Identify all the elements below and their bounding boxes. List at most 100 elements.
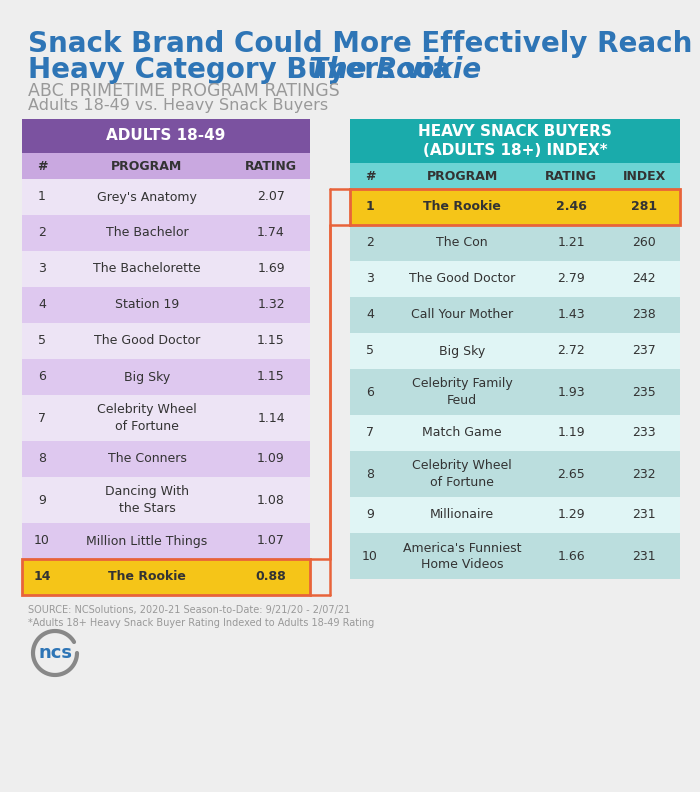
Text: 281: 281 bbox=[631, 200, 657, 214]
FancyBboxPatch shape bbox=[350, 297, 680, 333]
Text: #: # bbox=[365, 169, 375, 182]
Text: 1.15: 1.15 bbox=[257, 334, 285, 348]
Text: 6: 6 bbox=[366, 386, 374, 398]
FancyBboxPatch shape bbox=[22, 153, 310, 179]
Text: #: # bbox=[36, 159, 48, 173]
FancyBboxPatch shape bbox=[350, 163, 680, 189]
Text: 231: 231 bbox=[632, 550, 656, 562]
Text: 10: 10 bbox=[362, 550, 378, 562]
Text: ADULTS 18-49: ADULTS 18-49 bbox=[106, 128, 225, 143]
Text: The Bachelor: The Bachelor bbox=[106, 227, 188, 239]
Text: The Con: The Con bbox=[436, 237, 488, 249]
Text: PROGRAM: PROGRAM bbox=[111, 159, 183, 173]
FancyBboxPatch shape bbox=[350, 497, 680, 533]
Text: 1: 1 bbox=[38, 191, 46, 204]
Text: 2: 2 bbox=[38, 227, 46, 239]
Text: Dancing With
the Stars: Dancing With the Stars bbox=[105, 485, 189, 515]
Text: Snack Brand Could More Effectively Reach: Snack Brand Could More Effectively Reach bbox=[28, 30, 692, 58]
FancyBboxPatch shape bbox=[22, 215, 310, 251]
Text: 237: 237 bbox=[632, 345, 656, 357]
Text: The Good Doctor: The Good Doctor bbox=[94, 334, 200, 348]
FancyBboxPatch shape bbox=[350, 189, 680, 225]
Text: 0.88: 0.88 bbox=[256, 570, 286, 584]
Text: 8: 8 bbox=[38, 452, 46, 466]
Text: RATING: RATING bbox=[245, 159, 297, 173]
FancyBboxPatch shape bbox=[22, 287, 310, 323]
Text: 4: 4 bbox=[366, 309, 374, 322]
Text: 7: 7 bbox=[38, 412, 46, 425]
Text: The Bachelorette: The Bachelorette bbox=[93, 262, 201, 276]
FancyBboxPatch shape bbox=[350, 533, 680, 579]
Text: 1: 1 bbox=[365, 200, 375, 214]
Text: Big Sky: Big Sky bbox=[124, 371, 170, 383]
Text: Station 19: Station 19 bbox=[115, 299, 179, 311]
Text: The Rookie: The Rookie bbox=[108, 570, 186, 584]
FancyBboxPatch shape bbox=[350, 225, 680, 261]
Text: 233: 233 bbox=[632, 427, 656, 440]
Text: 7: 7 bbox=[366, 427, 374, 440]
FancyBboxPatch shape bbox=[22, 251, 310, 287]
FancyBboxPatch shape bbox=[22, 477, 310, 523]
Text: Match Game: Match Game bbox=[422, 427, 502, 440]
Text: 1.32: 1.32 bbox=[257, 299, 285, 311]
Text: 8: 8 bbox=[366, 467, 374, 481]
FancyBboxPatch shape bbox=[22, 359, 310, 395]
Text: ncs: ncs bbox=[38, 644, 72, 662]
Text: 1.15: 1.15 bbox=[257, 371, 285, 383]
Text: Big Sky: Big Sky bbox=[439, 345, 485, 357]
Text: 2: 2 bbox=[366, 237, 374, 249]
Text: Adults 18-49 vs. Heavy Snack Buyers: Adults 18-49 vs. Heavy Snack Buyers bbox=[28, 98, 328, 113]
FancyBboxPatch shape bbox=[22, 323, 310, 359]
FancyBboxPatch shape bbox=[22, 395, 310, 441]
Text: 1.29: 1.29 bbox=[557, 508, 584, 521]
Text: 260: 260 bbox=[632, 237, 656, 249]
FancyBboxPatch shape bbox=[350, 415, 680, 451]
Text: 1.19: 1.19 bbox=[557, 427, 584, 440]
FancyBboxPatch shape bbox=[22, 119, 310, 153]
Text: 1.43: 1.43 bbox=[557, 309, 584, 322]
Text: 2.46: 2.46 bbox=[556, 200, 587, 214]
Text: The Rookie: The Rookie bbox=[309, 56, 481, 84]
FancyBboxPatch shape bbox=[350, 333, 680, 369]
Text: 6: 6 bbox=[38, 371, 46, 383]
Text: 14: 14 bbox=[34, 570, 50, 584]
Text: 5: 5 bbox=[366, 345, 374, 357]
Text: Celebrity Family
Feud: Celebrity Family Feud bbox=[412, 378, 512, 406]
Text: *Adults 18+ Heavy Snack Buyer Rating Indexed to Adults 18-49 Rating: *Adults 18+ Heavy Snack Buyer Rating Ind… bbox=[28, 618, 375, 628]
FancyBboxPatch shape bbox=[350, 119, 680, 163]
Text: 2.07: 2.07 bbox=[257, 191, 285, 204]
FancyBboxPatch shape bbox=[22, 523, 310, 559]
Text: 232: 232 bbox=[632, 467, 656, 481]
Text: HEAVY SNACK BUYERS
(ADULTS 18+) INDEX*: HEAVY SNACK BUYERS (ADULTS 18+) INDEX* bbox=[418, 124, 612, 158]
Text: Heavy Category Buyers via The Rookie: Heavy Category Buyers via The Rookie bbox=[28, 56, 634, 84]
Text: 235: 235 bbox=[632, 386, 656, 398]
FancyBboxPatch shape bbox=[22, 559, 310, 595]
Text: Celebrity Wheel
of Fortune: Celebrity Wheel of Fortune bbox=[97, 403, 197, 432]
FancyBboxPatch shape bbox=[350, 451, 680, 497]
Text: 1.14: 1.14 bbox=[257, 412, 285, 425]
Text: RATING: RATING bbox=[545, 169, 597, 182]
Text: 2.79: 2.79 bbox=[557, 272, 585, 285]
Text: 1.74: 1.74 bbox=[257, 227, 285, 239]
Text: 2.72: 2.72 bbox=[557, 345, 585, 357]
Text: 1.66: 1.66 bbox=[557, 550, 584, 562]
Text: America's Funniest
Home Videos: America's Funniest Home Videos bbox=[402, 542, 522, 570]
Text: The Good Doctor: The Good Doctor bbox=[409, 272, 515, 285]
Text: 9: 9 bbox=[38, 493, 46, 507]
Text: Heavy Category Buyers via: Heavy Category Buyers via bbox=[28, 56, 461, 84]
Text: 238: 238 bbox=[632, 309, 656, 322]
Text: The Rookie: The Rookie bbox=[423, 200, 501, 214]
Text: 3: 3 bbox=[38, 262, 46, 276]
Text: 1.07: 1.07 bbox=[257, 535, 285, 547]
Text: 2.65: 2.65 bbox=[557, 467, 585, 481]
Text: Million Little Things: Million Little Things bbox=[86, 535, 208, 547]
Text: Grey's Anatomy: Grey's Anatomy bbox=[97, 191, 197, 204]
Text: 4: 4 bbox=[38, 299, 46, 311]
Text: Heavy Category Buyers via: Heavy Category Buyers via bbox=[28, 56, 461, 84]
Text: 10: 10 bbox=[34, 535, 50, 547]
Text: Millionaire: Millionaire bbox=[430, 508, 494, 521]
Text: 242: 242 bbox=[632, 272, 656, 285]
Text: Celebrity Wheel
of Fortune: Celebrity Wheel of Fortune bbox=[412, 459, 512, 489]
Text: Call Your Mother: Call Your Mother bbox=[411, 309, 513, 322]
Text: 3: 3 bbox=[366, 272, 374, 285]
